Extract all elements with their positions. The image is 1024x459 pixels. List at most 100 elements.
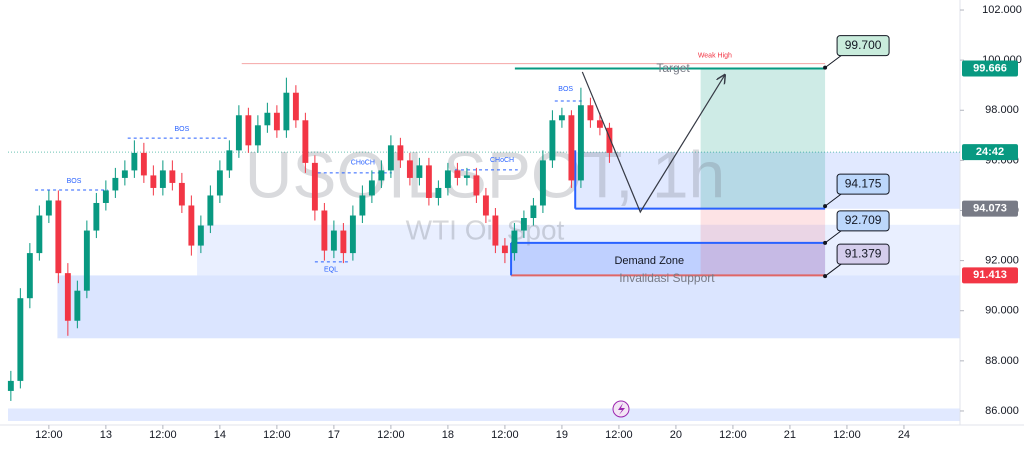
zone <box>575 152 960 209</box>
x-tick-label: 21 <box>784 429 796 441</box>
annotation-label: BOS <box>67 178 82 185</box>
annotation-label: Invalidasi Support <box>619 271 715 285</box>
y-tick-label: 90.000 <box>985 305 1019 317</box>
candle-body <box>435 187 442 198</box>
candle-body <box>140 152 147 176</box>
zone <box>511 242 826 276</box>
candle-body <box>539 160 546 206</box>
candle-body <box>17 298 24 381</box>
candle-body <box>587 105 594 121</box>
candle-body <box>577 105 584 181</box>
y-tick-label: 92.000 <box>985 255 1019 267</box>
candle-body <box>416 165 423 178</box>
candle-body <box>74 290 81 321</box>
candle-body <box>197 225 204 246</box>
x-tick-label: 13 <box>100 429 112 441</box>
watermark-subtitle: WTI Oil Spot <box>406 214 565 245</box>
zone <box>8 408 960 421</box>
candle-body <box>568 115 575 181</box>
callout-label: 94.175 <box>845 176 882 190</box>
candle-body <box>454 170 461 178</box>
candle-body <box>321 210 328 251</box>
callout-leader <box>824 55 842 69</box>
zones <box>8 68 961 421</box>
candle-body <box>292 92 299 121</box>
candle-body <box>121 170 128 178</box>
candle-body <box>131 152 138 171</box>
x-tick-label: 12:00 <box>35 429 63 441</box>
candle-body <box>302 120 309 163</box>
candle-body <box>501 245 508 254</box>
price-label: 94.073 <box>973 203 1007 215</box>
zone <box>700 68 826 209</box>
candle-body <box>226 150 233 171</box>
candle-body <box>492 215 499 246</box>
candle-body <box>93 202 100 231</box>
annotation-label: Demand Zone <box>614 255 684 267</box>
candle-body <box>473 175 480 196</box>
x-tick-label: 20 <box>670 429 682 441</box>
x-tick-label: 12:00 <box>263 429 291 441</box>
y-tick-label: 88.000 <box>985 355 1019 367</box>
callout-box <box>836 35 890 57</box>
candle-body <box>112 177 119 191</box>
price-label: 91.413 <box>973 269 1007 281</box>
callout-anchor <box>823 240 828 245</box>
candle-body <box>511 230 518 254</box>
candle-body <box>397 145 404 161</box>
x-tick-label: 12:00 <box>719 429 747 441</box>
price-label: 99.666 <box>973 62 1007 74</box>
candle-body <box>520 218 527 231</box>
candle-body <box>349 215 356 254</box>
callout-anchor <box>823 65 828 70</box>
candle-body <box>283 92 290 131</box>
candle-body <box>45 200 52 216</box>
x-tick-label: 14 <box>214 429 226 441</box>
candle-body <box>558 115 565 121</box>
price-label-bg <box>962 200 1018 217</box>
candle-body <box>330 230 337 251</box>
candle-body <box>311 162 318 211</box>
callout-label: 99.700 <box>845 38 882 52</box>
y-tick-label: 102.000 <box>982 4 1022 16</box>
projection-path <box>581 71 725 214</box>
candle-body <box>463 175 470 178</box>
callout-label: 91.379 <box>845 246 882 260</box>
candle-body <box>7 380 14 391</box>
candle-body <box>26 253 33 299</box>
candle-body <box>254 125 261 146</box>
callout-anchor <box>823 204 828 209</box>
x-tick-label: 17 <box>328 429 340 441</box>
candle-body <box>207 195 214 226</box>
candle-body <box>444 170 451 188</box>
candle-body <box>245 115 252 146</box>
candle-body <box>530 205 537 219</box>
callout-leader <box>824 263 842 277</box>
candle-body <box>178 182 185 206</box>
candle-body <box>55 200 62 274</box>
price-label-bg <box>962 60 1018 77</box>
annotation-label: BOS <box>174 126 189 133</box>
candle-body <box>425 165 432 198</box>
candle-body <box>549 120 556 161</box>
callout-box <box>836 210 890 232</box>
annotation-label: Target <box>656 61 690 75</box>
candle-body <box>340 230 347 254</box>
x-tick-label: 19 <box>556 429 568 441</box>
candle-body <box>368 180 375 196</box>
y-tick-label: 98.000 <box>985 104 1019 116</box>
x-tick-label: 12:00 <box>491 429 519 441</box>
candle-body <box>36 215 43 254</box>
candle-body <box>83 230 90 291</box>
zone <box>57 275 960 339</box>
x-tick-label: 12:00 <box>377 429 405 441</box>
price-label-bg <box>962 267 1018 284</box>
candle-body <box>235 115 242 151</box>
callout-box <box>836 173 890 195</box>
price-label-bg <box>962 144 1018 161</box>
candle-body <box>482 195 489 216</box>
candle-body <box>188 205 195 246</box>
candle-body <box>606 127 613 153</box>
annotation-label: BOS <box>558 86 573 93</box>
